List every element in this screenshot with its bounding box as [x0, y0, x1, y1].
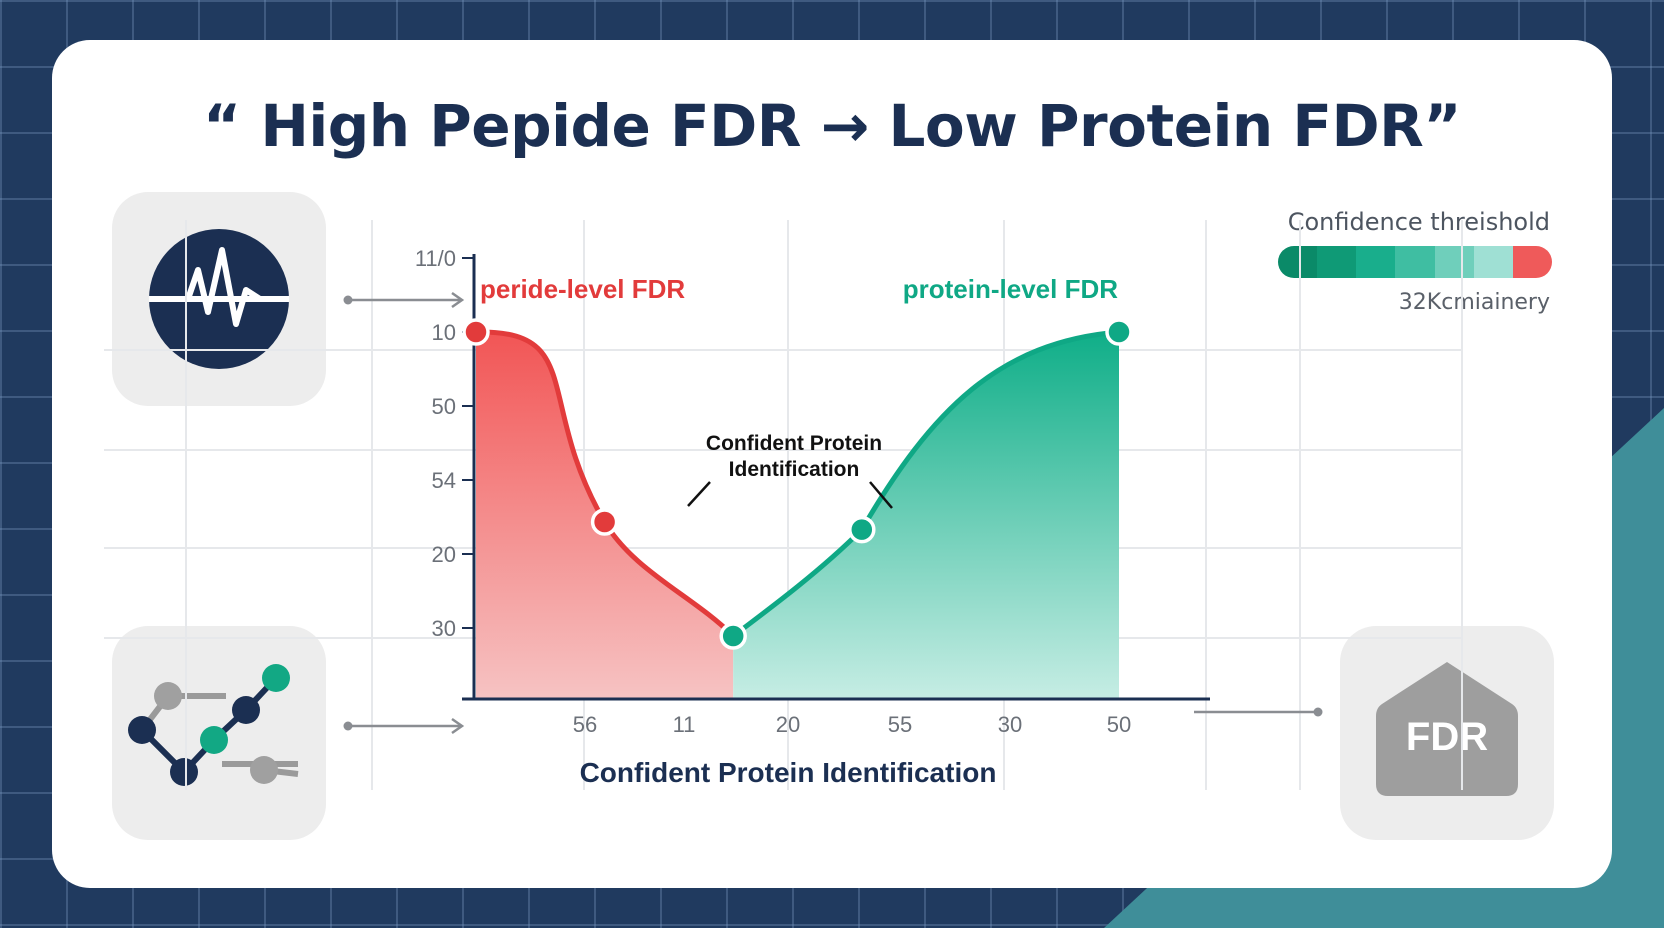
- threshold-segment-5: [1473, 246, 1513, 278]
- fdr-badge-icon: FDR: [1376, 662, 1518, 796]
- connector-arrowhead: [451, 717, 465, 735]
- threshold-sublabel: 32Kcmiainery: [1398, 290, 1550, 315]
- y-tick-label: 20: [432, 542, 456, 567]
- connector-arrowhead: [451, 291, 465, 309]
- infographic-card: “ High Pepide FDR → Low Protein FDR”: [52, 40, 1612, 888]
- y-tick-label: 50: [432, 394, 456, 419]
- peptide-point: [590, 508, 619, 536]
- annotation-line-2: Identification: [729, 458, 860, 481]
- chart-labels: Confident Protein Identification peride-l…: [480, 274, 1118, 788]
- connector-arrows: [343, 291, 1323, 735]
- peptide-series-label: peride-level FDR: [480, 274, 685, 304]
- protein-fdr-area: [733, 332, 1119, 699]
- y-tick-label: 11/0: [415, 246, 456, 271]
- network-nodes-icon: [128, 664, 299, 786]
- protein-point: [1105, 318, 1133, 346]
- peptide-point: [462, 318, 490, 346]
- y-tick-label: 30: [432, 616, 456, 641]
- x-tick-label: 30: [998, 712, 1022, 737]
- connector-dot: [343, 295, 353, 305]
- x-tick-label: 50: [1107, 712, 1131, 737]
- chart-axes: 11/0 10 50 54 20 30 56 11 20 55 30 50: [415, 246, 1210, 737]
- x-tick-label: 11: [673, 712, 696, 737]
- annotation-line-1: Confident Protein: [706, 432, 882, 455]
- fdr-badge-text: FDR: [1406, 715, 1488, 759]
- fdr-chart: 11/0 10 50 54 20 30 56 11 20 55 30 50 Confident Pro…: [104, 220, 1463, 790]
- threshold-segment-4: [1434, 246, 1474, 278]
- x-tick-label: 20: [776, 712, 800, 737]
- heartbeat-tile: [112, 192, 326, 406]
- chart-grid: [104, 220, 1463, 790]
- threshold-segment-0: [1278, 246, 1318, 278]
- protein-fdr-line: [731, 329, 1120, 639]
- page-title: “ High Pepide FDR → Low Protein FDR”: [203, 92, 1461, 160]
- heartbeat-icon: [149, 229, 289, 369]
- y-tick-label: 10: [432, 320, 456, 345]
- threshold-segment-1: [1317, 246, 1357, 278]
- threshold-segment-6: [1512, 246, 1552, 278]
- annotation-pointer-right: [869, 481, 893, 509]
- protein-series-label: protein-level FDR: [903, 274, 1118, 304]
- threshold-segment-2: [1356, 246, 1396, 278]
- annotation-pointer-left: [687, 481, 711, 507]
- fdr-tile: FDR: [1340, 626, 1554, 840]
- chart-areas: [475, 329, 1120, 699]
- threshold-label: Confidence threishold: [1287, 208, 1550, 236]
- threshold-segment-3: [1395, 246, 1435, 278]
- protein-point: [848, 515, 876, 544]
- protein-point: [719, 622, 747, 650]
- threshold-bar: [1278, 246, 1552, 278]
- x-tick-label: 55: [888, 712, 912, 737]
- network-tile: [112, 626, 326, 840]
- x-axis-label: Confident Protein Identification: [580, 757, 997, 788]
- peptide-fdr-line: [475, 329, 735, 638]
- connector-dot: [1313, 707, 1323, 717]
- y-tick-label: 54: [432, 468, 456, 493]
- chart-points: [462, 318, 1133, 650]
- peptide-fdr-area: [476, 331, 734, 699]
- x-tick-label: 56: [573, 712, 597, 737]
- connector-dot: [343, 721, 353, 731]
